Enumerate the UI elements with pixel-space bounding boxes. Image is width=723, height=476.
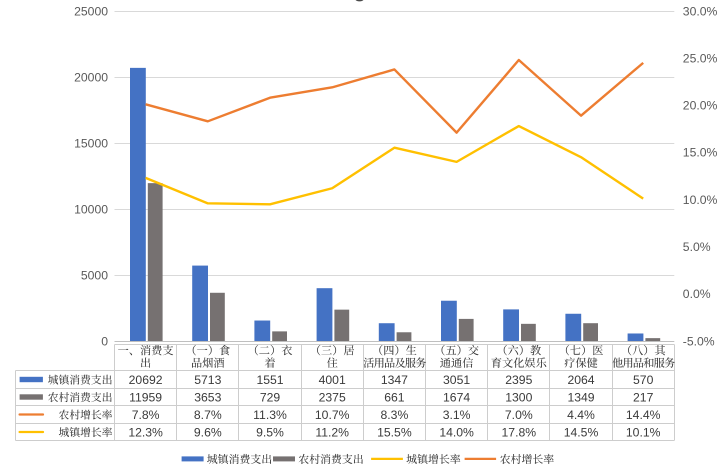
svg-text:9.5%: 9.5%	[256, 425, 284, 439]
svg-text:661: 661	[384, 390, 405, 404]
svg-text:10.0%: 10.0%	[683, 193, 718, 207]
svg-text:5713: 5713	[194, 373, 221, 387]
svg-text:11.2%: 11.2%	[315, 425, 349, 439]
svg-text:1674: 1674	[443, 390, 470, 404]
svg-text:20692: 20692	[129, 373, 163, 387]
svg-text:1300: 1300	[505, 390, 532, 404]
svg-text:7.0%: 7.0%	[505, 408, 533, 422]
svg-text:20.0%: 20.0%	[683, 99, 718, 113]
svg-text:3.1%: 3.1%	[443, 408, 471, 422]
svg-text:7.8%: 7.8%	[132, 408, 160, 422]
svg-text:5000: 5000	[81, 268, 108, 282]
svg-text:2064: 2064	[567, 373, 594, 387]
svg-text:12.3%: 12.3%	[128, 425, 163, 439]
svg-text:2375: 2375	[319, 390, 346, 404]
svg-text:10.7%: 10.7%	[315, 408, 350, 422]
svg-text:-5.0%: -5.0%	[683, 334, 715, 348]
svg-text:4001: 4001	[319, 373, 346, 387]
svg-text:8.3%: 8.3%	[381, 408, 409, 422]
svg-text:1347: 1347	[381, 373, 408, 387]
svg-text:15.0%: 15.0%	[683, 146, 718, 160]
svg-text:4.4%: 4.4%	[567, 408, 595, 422]
svg-text:0: 0	[101, 334, 108, 348]
svg-text:5.0%: 5.0%	[683, 240, 711, 254]
svg-text:3051: 3051	[443, 373, 470, 387]
svg-text:15.5%: 15.5%	[377, 425, 412, 439]
svg-text:570: 570	[633, 373, 654, 387]
svg-text:2395: 2395	[505, 373, 532, 387]
svg-text:25000: 25000	[74, 4, 108, 18]
svg-text:14.5%: 14.5%	[564, 425, 599, 439]
svg-text:9.6%: 9.6%	[194, 425, 222, 439]
svg-text:11959: 11959	[129, 390, 162, 404]
svg-text:0.0%: 0.0%	[683, 287, 711, 301]
svg-text:217: 217	[633, 390, 654, 404]
svg-text:1349: 1349	[567, 390, 594, 404]
svg-text:17.8%: 17.8%	[502, 425, 537, 439]
svg-text:14.0%: 14.0%	[439, 425, 474, 439]
svg-text:8.7%: 8.7%	[194, 408, 222, 422]
svg-text:20000: 20000	[74, 70, 108, 84]
svg-text:14.4%: 14.4%	[626, 408, 661, 422]
svg-text:11.3%: 11.3%	[253, 408, 287, 422]
svg-text:3653: 3653	[194, 390, 221, 404]
svg-text:30.0%: 30.0%	[683, 4, 718, 18]
svg-text:10000: 10000	[74, 202, 108, 216]
svg-text:25.0%: 25.0%	[683, 51, 718, 65]
svg-text:10.1%: 10.1%	[626, 425, 661, 439]
svg-text:15000: 15000	[74, 136, 108, 150]
svg-text:729: 729	[260, 390, 281, 404]
svg-text:1551: 1551	[256, 373, 283, 387]
